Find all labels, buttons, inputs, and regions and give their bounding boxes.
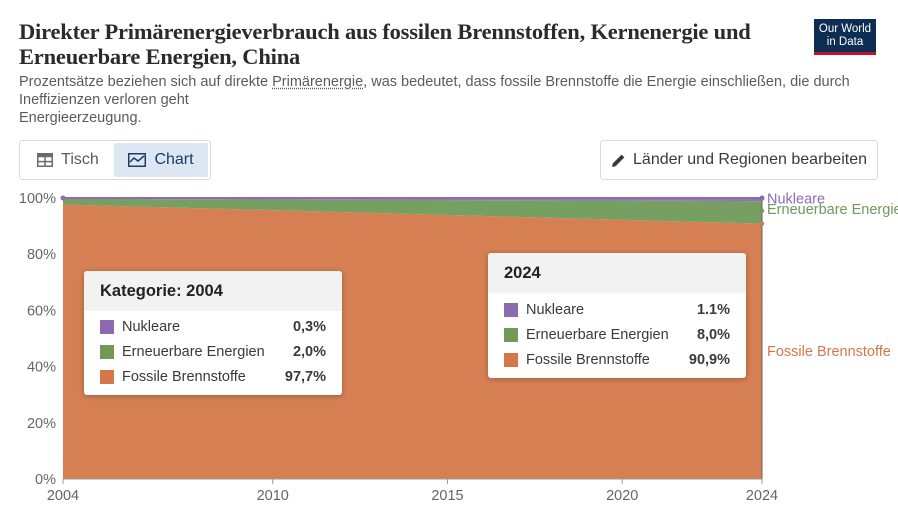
swatch-nuclear — [100, 319, 114, 334]
y-tick-label: 0% — [35, 472, 56, 488]
tooltip-row-value: 8,0% — [696, 326, 730, 343]
axes: 0% 20% 40% 60% 80% 100% 2004 2010 2015 2020 2024 — [19, 191, 778, 504]
y-tick-label: 20% — [27, 416, 56, 432]
tooltip-row: Nukleare 0,3% — [84, 314, 342, 339]
end-label: Erneuerbare Energie — [767, 202, 898, 218]
tab-table[interactable]: Tisch — [22, 143, 114, 177]
x-tick-label: 2024 — [746, 488, 778, 504]
edit-countries-label: Länder und Regionen bearbeiten — [633, 151, 867, 168]
tooltip-row-name: Fossile Brennstoffe — [526, 351, 650, 368]
end-label: Fossile Brennstoffe — [767, 344, 891, 360]
tooltip-2004: Kategorie: 2004 Nukleare 0,3% Erneuerbare… — [84, 271, 342, 395]
table-icon — [37, 153, 54, 167]
chart-subtitle: Prozentsätze beziehen sich auf direkte P… — [19, 73, 879, 127]
swatch-fossil — [100, 369, 114, 384]
tooltip-2024: 2024 Nukleare 1.1% Erneuerbare Energien 8,… — [488, 253, 746, 378]
swatch-nuclear — [504, 302, 518, 317]
subtitle-text-2: , was bedeutet, dass fossile Brennstoffe… — [19, 74, 850, 108]
tooltip-row-value: 90,9% — [688, 351, 730, 368]
y-tick-label: 60% — [27, 303, 56, 319]
tooltip-row: Erneuerbare Energien 8,0% — [488, 322, 746, 347]
tab-chart[interactable]: Chart — [114, 143, 208, 177]
tooltip-row-value: 1.1% — [696, 301, 730, 318]
subtitle-text-3: Energieerzeugung. — [19, 110, 142, 126]
tooltip-row: Erneuerbare Energien 2,0% — [84, 339, 342, 364]
tooltip-title: Kategorie: 2004 — [84, 271, 342, 311]
logo-line-2: in Data — [826, 35, 864, 48]
tooltip-row-name: Erneuerbare Energien — [122, 343, 265, 360]
owid-logo[interactable]: Our World in Data — [814, 19, 876, 55]
y-tick-label: 100% — [19, 191, 56, 207]
tooltip-row: Fossile Brennstoffe 97,7% — [84, 364, 342, 389]
pencil-icon — [611, 153, 626, 168]
tooltip-title: 2024 — [488, 253, 746, 293]
tab-table-label: Tisch — [61, 151, 99, 168]
x-tick-label: 2010 — [257, 488, 289, 504]
tooltip-row: Nukleare 1.1% — [488, 297, 746, 322]
subtitle-text-1: Prozentsätze beziehen sich auf direkte — [19, 74, 273, 90]
tooltip-row-name: Erneuerbare Energien — [526, 326, 669, 343]
area-erneuerbare-energien — [63, 198, 762, 224]
y-tick-label: 40% — [27, 360, 56, 376]
tooltip-row-value: 97,7% — [284, 368, 326, 385]
logo-line-1: Our World — [818, 23, 872, 35]
chart-title: Direkter Primärenergieverbrauch aus foss… — [19, 19, 751, 69]
swatch-renewables — [504, 327, 518, 342]
end-label: Nukleare — [767, 192, 825, 208]
tab-chart-label: Chart — [154, 151, 194, 168]
end-label-dot — [759, 196, 765, 201]
chart-icon — [128, 153, 147, 167]
tooltip-row-value: 0,3% — [292, 318, 326, 335]
tooltip-row-value: 2,0% — [292, 343, 326, 360]
end-label-dot — [759, 208, 765, 213]
view-tabs: Tisch Chart — [19, 140, 211, 180]
tooltip-row-name: Fossile Brennstoffe — [122, 368, 246, 385]
end-label-dot — [759, 221, 765, 226]
x-tick-label: 2004 — [47, 488, 79, 504]
swatch-fossil — [504, 352, 518, 367]
swatch-renewables — [100, 344, 114, 359]
tooltip-row-name: Nukleare — [122, 318, 181, 335]
tooltip-row-name: Nukleare — [526, 301, 585, 318]
x-tick-label: 2020 — [606, 488, 638, 504]
edit-countries-button[interactable]: Länder und Regionen bearbeiten — [600, 140, 878, 180]
subtitle-link-primary-energy[interactable]: Primärenergie — [272, 74, 364, 90]
data-point — [60, 195, 66, 201]
x-tick-label: 2015 — [431, 488, 463, 504]
y-tick-label: 80% — [27, 247, 56, 263]
tooltip-row: Fossile Brennstoffe 90,9% — [488, 347, 746, 372]
